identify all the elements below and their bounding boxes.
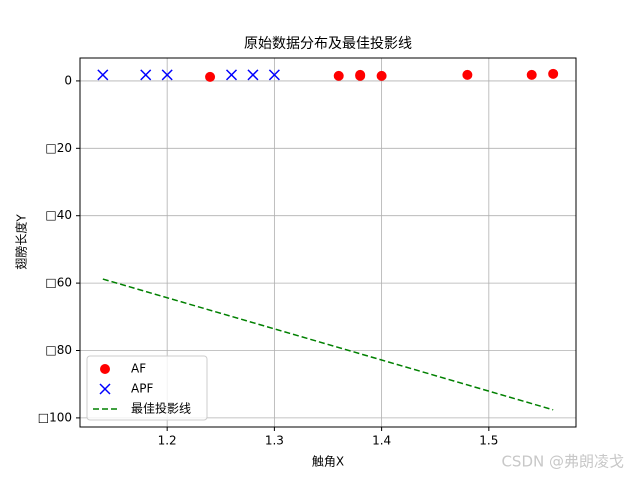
point [161,69,173,81]
y-tick-label: □20 [45,141,72,155]
point [462,69,473,80]
watermark: CSDN @弗朗凌戈 [501,453,624,471]
legend-swatch [100,364,110,374]
point [205,71,216,82]
legend-label: 最佳投影线 [131,401,191,416]
legend-swatch [99,383,111,395]
point [97,69,109,81]
y-tick-label: □40 [45,208,72,222]
y-tick-label: □100 [38,410,72,424]
point [548,68,559,79]
x-tick-label: 1.4 [372,434,391,448]
y-tick-label: □80 [45,343,72,357]
point [333,70,344,81]
legend-box [86,355,208,421]
chart-title: 原始数据分布及最佳投影线 [244,36,412,52]
x-tick-label: 1.5 [479,434,498,448]
y-tick-label: □60 [45,276,72,290]
projection-line [102,278,554,411]
y-tick-label: 0 [64,73,72,87]
point [268,69,280,81]
point [247,69,259,81]
y-axis-label: 翅膀长度Y [14,214,29,270]
x-tick-label: 1.3 [265,434,284,448]
legend-label: AF [131,362,146,376]
point [376,70,387,81]
x-tick-label: 1.2 [158,434,177,448]
point [526,69,537,80]
plot-frame [79,57,577,428]
point [140,69,152,81]
x-axis-label: 触角X [312,455,344,469]
legend-label: APF [131,382,153,396]
point [225,69,238,81]
point [355,70,366,81]
